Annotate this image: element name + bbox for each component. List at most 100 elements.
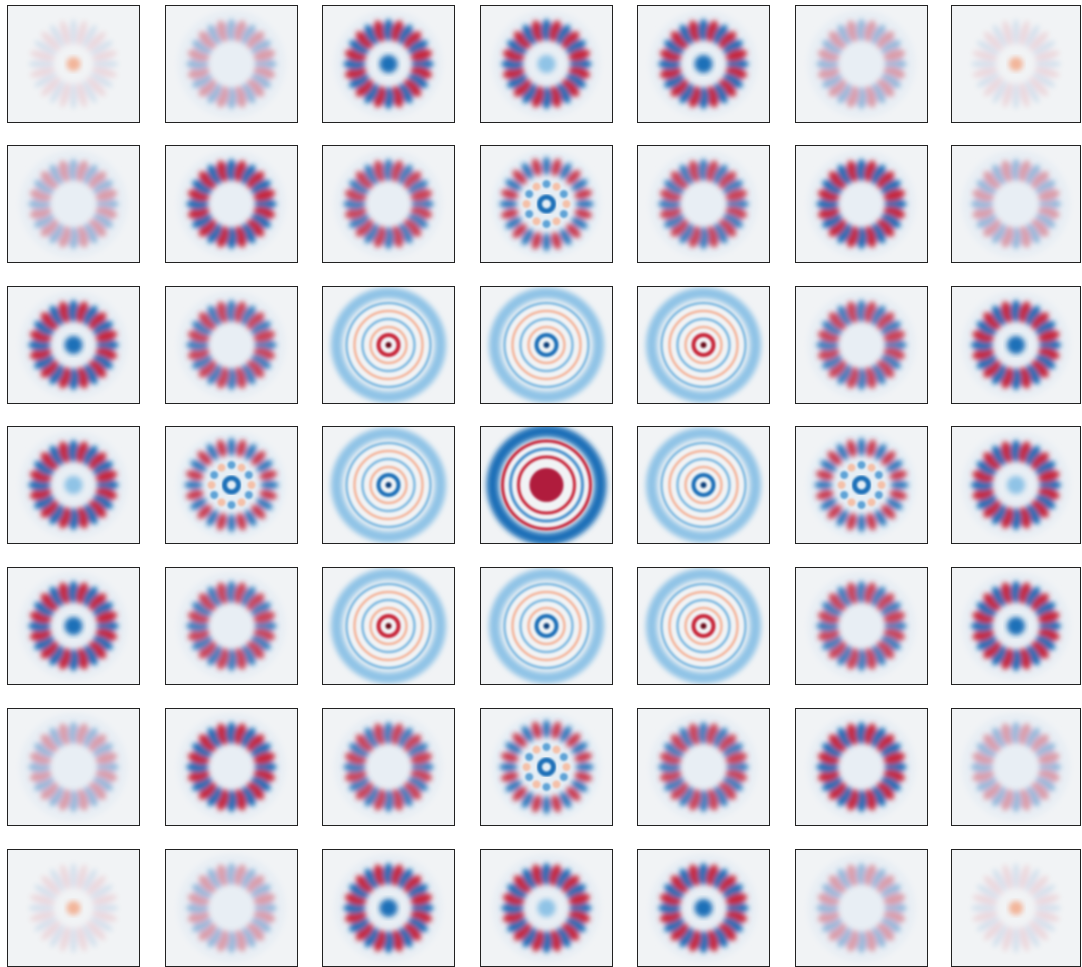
petal bbox=[198, 923, 217, 941]
petal bbox=[816, 489, 834, 500]
petal bbox=[1002, 82, 1013, 108]
petal bbox=[983, 500, 1001, 518]
petal bbox=[698, 863, 709, 885]
petal bbox=[568, 893, 591, 906]
rings bbox=[660, 441, 747, 529]
center-ring bbox=[852, 475, 871, 495]
petal bbox=[29, 911, 56, 922]
petal bbox=[58, 723, 71, 745]
petal bbox=[972, 487, 994, 500]
petal bbox=[828, 312, 847, 330]
petal bbox=[29, 50, 56, 61]
petal bbox=[76, 20, 87, 46]
petal bbox=[992, 80, 1008, 104]
petal bbox=[34, 40, 58, 56]
inner-lobe bbox=[867, 463, 876, 472]
petal bbox=[91, 894, 118, 905]
petal bbox=[383, 19, 394, 41]
petal bbox=[513, 31, 532, 49]
petal bbox=[725, 752, 748, 765]
petal bbox=[822, 776, 842, 792]
petal bbox=[505, 742, 522, 754]
petal bbox=[561, 875, 580, 893]
inner-lobe bbox=[237, 463, 246, 472]
petal bbox=[1029, 875, 1049, 895]
panel bbox=[165, 708, 298, 826]
petal bbox=[246, 782, 265, 800]
petal bbox=[241, 586, 256, 607]
petal bbox=[91, 67, 118, 78]
ring bbox=[501, 439, 592, 531]
petal bbox=[198, 875, 217, 893]
petal bbox=[505, 179, 522, 191]
petal bbox=[991, 504, 1007, 525]
petal bbox=[93, 320, 113, 336]
petal bbox=[972, 628, 994, 641]
petal bbox=[566, 733, 581, 748]
petal bbox=[226, 931, 237, 953]
petal bbox=[355, 782, 374, 800]
petal bbox=[972, 206, 994, 219]
center-spot bbox=[1007, 617, 1025, 635]
petal bbox=[846, 512, 857, 531]
petal bbox=[725, 189, 748, 202]
petal-ring bbox=[658, 19, 749, 109]
petal bbox=[28, 198, 51, 210]
petal bbox=[874, 443, 887, 461]
petal bbox=[971, 339, 993, 351]
petal bbox=[856, 368, 867, 390]
petal-ring bbox=[186, 863, 277, 953]
petal bbox=[541, 19, 552, 41]
petal bbox=[241, 83, 256, 104]
petal bbox=[83, 305, 98, 326]
panel-border bbox=[637, 286, 770, 404]
petal bbox=[82, 924, 97, 948]
petal bbox=[373, 160, 386, 182]
petal bbox=[226, 722, 237, 744]
center-spot bbox=[66, 901, 81, 915]
petal bbox=[226, 790, 237, 812]
panel-border bbox=[480, 708, 613, 826]
petal bbox=[408, 883, 428, 899]
petal bbox=[876, 219, 895, 237]
petal bbox=[246, 219, 265, 237]
petal bbox=[1024, 924, 1040, 948]
petal bbox=[186, 902, 209, 914]
petal bbox=[76, 507, 89, 529]
petal bbox=[502, 910, 525, 923]
petal bbox=[551, 794, 562, 813]
petal bbox=[68, 581, 79, 603]
petal bbox=[69, 927, 78, 953]
petal bbox=[410, 189, 433, 202]
panel-border bbox=[322, 708, 455, 826]
petal bbox=[1010, 227, 1022, 249]
petal bbox=[40, 734, 59, 752]
panel-border bbox=[480, 5, 613, 123]
petal bbox=[828, 641, 847, 659]
petal bbox=[559, 725, 572, 743]
petal bbox=[816, 470, 834, 481]
petal bbox=[254, 58, 277, 70]
petal-ring bbox=[501, 863, 592, 953]
panel bbox=[165, 286, 298, 404]
petal bbox=[206, 509, 219, 527]
ring bbox=[503, 301, 590, 389]
center-spot bbox=[537, 899, 556, 917]
petal-ring bbox=[816, 722, 907, 812]
petal bbox=[501, 771, 519, 782]
ring bbox=[668, 449, 739, 521]
panel bbox=[7, 145, 140, 263]
petal bbox=[184, 480, 203, 490]
petal bbox=[91, 50, 118, 61]
petal bbox=[883, 189, 906, 202]
petal bbox=[828, 923, 847, 941]
petal bbox=[373, 20, 386, 42]
petal bbox=[871, 868, 886, 889]
petal bbox=[253, 752, 276, 765]
panel bbox=[951, 5, 1081, 123]
petal bbox=[187, 769, 210, 782]
petal bbox=[207, 645, 222, 666]
panel bbox=[637, 708, 770, 826]
panel bbox=[322, 5, 455, 123]
ring bbox=[369, 325, 408, 365]
